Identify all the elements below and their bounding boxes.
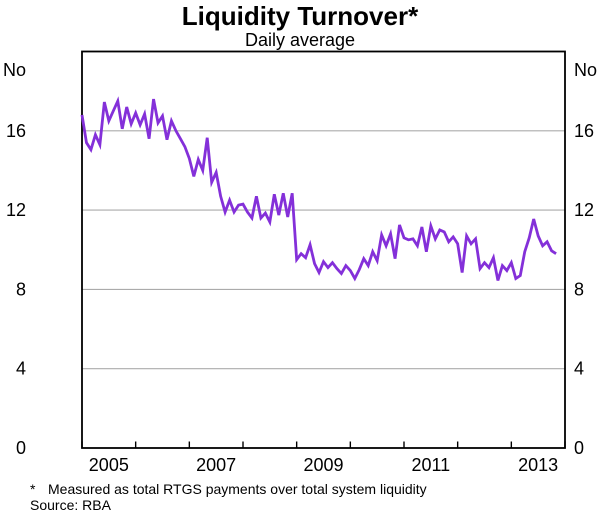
footnote-text: Measured as total RTGS payments over tot… bbox=[48, 481, 427, 497]
y-tick-label-left-8: 8 bbox=[16, 279, 26, 299]
y-tick-label-left-4: 4 bbox=[16, 359, 26, 379]
data-line bbox=[80, 96, 557, 282]
chart-title: Liquidity Turnover* bbox=[181, 1, 419, 31]
x-axis-label-2005: 2005 bbox=[89, 455, 129, 475]
plot-border bbox=[81, 50, 566, 449]
x-axis-label-2007: 2007 bbox=[196, 455, 236, 475]
footnote-marker: * bbox=[30, 481, 36, 497]
source-text: Source: RBA bbox=[30, 497, 111, 513]
y-tick-label-right-12: 12 bbox=[574, 200, 594, 220]
x-axis-label-2009: 2009 bbox=[303, 455, 343, 475]
y-axis-unit-right: No bbox=[574, 60, 597, 80]
chart-subtitle: Daily average bbox=[244, 30, 356, 50]
y-tick-label-right-4: 4 bbox=[574, 359, 584, 379]
y-tick-label-left-0: 0 bbox=[16, 438, 26, 458]
x-axis-label-2013: 2013 bbox=[518, 455, 558, 475]
y-tick-label-left-16: 16 bbox=[6, 121, 26, 141]
footnote: * Measured as total RTGS payments over to… bbox=[30, 481, 590, 497]
y-tick-label-left-12: 12 bbox=[6, 200, 26, 220]
y-tick-label-right-8: 8 bbox=[574, 279, 584, 299]
y-axis-unit-left: No bbox=[3, 60, 26, 80]
x-axis-label-2011: 2011 bbox=[411, 455, 450, 475]
y-tick-label-right-0: 0 bbox=[574, 438, 584, 458]
y-tick-label-right-16: 16 bbox=[574, 121, 594, 141]
